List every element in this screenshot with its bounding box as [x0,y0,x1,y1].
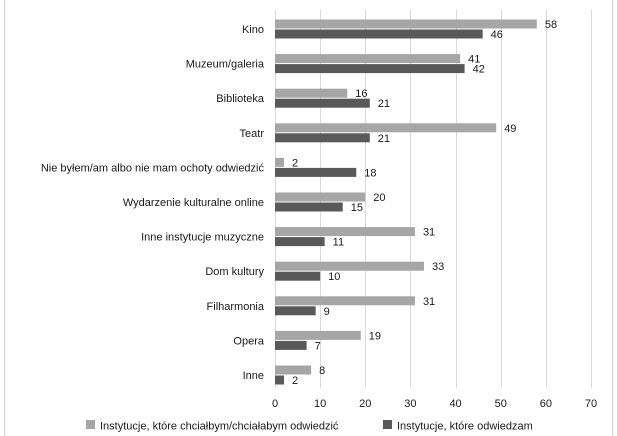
legend-swatch-visiting [383,420,392,429]
data-label-want-to-visit: 8 [319,365,325,377]
data-label-want-to-visit: 20 [373,192,385,204]
data-label-visiting: 2 [292,375,298,387]
x-tick-label: 10 [314,398,326,410]
x-tick-label: 0 [272,398,278,410]
bar-want-to-visit [275,19,537,29]
legend-swatch-want-to-visit [86,420,95,429]
x-tick-label: 40 [449,398,461,410]
category-label: Inne [243,370,264,382]
legend-label-want-to-visit: Instytucje, które chciałbym/chciałabym o… [100,421,339,433]
category-label: Wydarzenie kulturalne online [123,197,264,209]
data-label-visiting: 21 [378,133,390,145]
bar-visiting [275,29,483,39]
data-label-want-to-visit: 49 [504,123,516,135]
category-label: Biblioteka [216,93,265,105]
data-label-visiting: 46 [491,29,503,41]
bar-want-to-visit [275,54,461,64]
data-label-want-to-visit: 31 [423,296,435,308]
bar-want-to-visit [275,365,312,375]
bar-visiting [275,167,357,177]
data-label-want-to-visit: 41 [468,54,480,66]
data-label-visiting: 7 [315,340,321,352]
bar-want-to-visit [275,227,415,237]
bar-visiting [275,98,370,108]
bar-want-to-visit [275,192,366,202]
bar-want-to-visit [275,88,348,98]
bar-visiting [275,306,316,316]
data-label-want-to-visit: 16 [355,88,367,100]
x-tick-label: 20 [359,398,371,410]
x-tick-label: 60 [540,398,552,410]
x-tick-label: 30 [404,398,416,410]
data-label-visiting: 9 [324,306,330,318]
bar-visiting [275,64,465,74]
bar-visiting [275,133,370,143]
bars [275,19,537,385]
bar-want-to-visit [275,330,361,340]
category-label: Filharmonia [207,301,265,313]
bar-want-to-visit [275,123,497,133]
data-label-visiting: 10 [328,271,340,283]
data-label-want-to-visit: 2 [292,157,298,169]
x-tick-label: 70 [585,398,597,410]
bar-want-to-visit [275,157,285,167]
data-label-visiting: 42 [473,64,485,76]
category-label: Inne instytucje muzyczne [141,232,264,244]
data-label-want-to-visit: 58 [545,19,557,31]
data-label-visiting: 18 [364,167,376,179]
bar-visiting [275,237,325,247]
bar-visiting [275,271,321,281]
legend: Instytucje, które chciałbym/chciałabym o… [86,420,533,433]
data-label-visiting: 21 [378,98,390,110]
category-label: Opera [233,335,264,347]
bar-visiting [275,375,285,385]
category-label: Nie byłem/am albo nie mam ochoty odwiedz… [41,162,265,174]
category-labels: Kino Muzeum/galeria Biblioteka Teatr Nie był… [41,24,265,382]
x-axis-tick-labels: 0 10 20 30 40 50 60 70 [272,398,597,410]
data-label-want-to-visit: 31 [423,227,435,239]
legend-label-visiting: Instytucje, które odwiedzam [397,421,533,433]
category-label: Kino [242,24,264,36]
data-label-visiting: 11 [333,237,344,249]
bar-want-to-visit [275,296,415,306]
x-tick-label: 50 [495,398,507,410]
category-label: Teatr [240,128,265,140]
bar-visiting [275,202,343,212]
data-label-visiting: 15 [351,202,363,214]
bar-want-to-visit [275,261,424,271]
data-label-want-to-visit: 33 [432,261,444,273]
category-label: Muzeum/galeria [186,59,265,71]
category-label: Dom kultury [205,266,264,278]
bar-visiting [275,340,307,350]
data-label-want-to-visit: 19 [369,330,381,342]
